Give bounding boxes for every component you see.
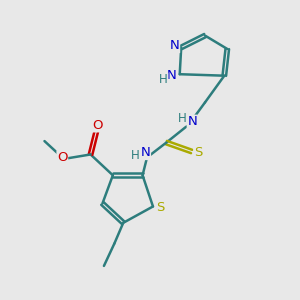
Text: N: N [170,40,179,52]
Text: O: O [57,151,68,164]
Text: H: H [159,73,168,86]
Text: N: N [167,69,176,82]
Text: N: N [141,146,150,160]
Text: H: H [131,149,140,162]
Text: S: S [156,202,165,214]
Text: H: H [178,112,187,125]
Text: O: O [93,119,103,132]
Text: S: S [194,146,202,160]
Text: N: N [187,115,197,128]
